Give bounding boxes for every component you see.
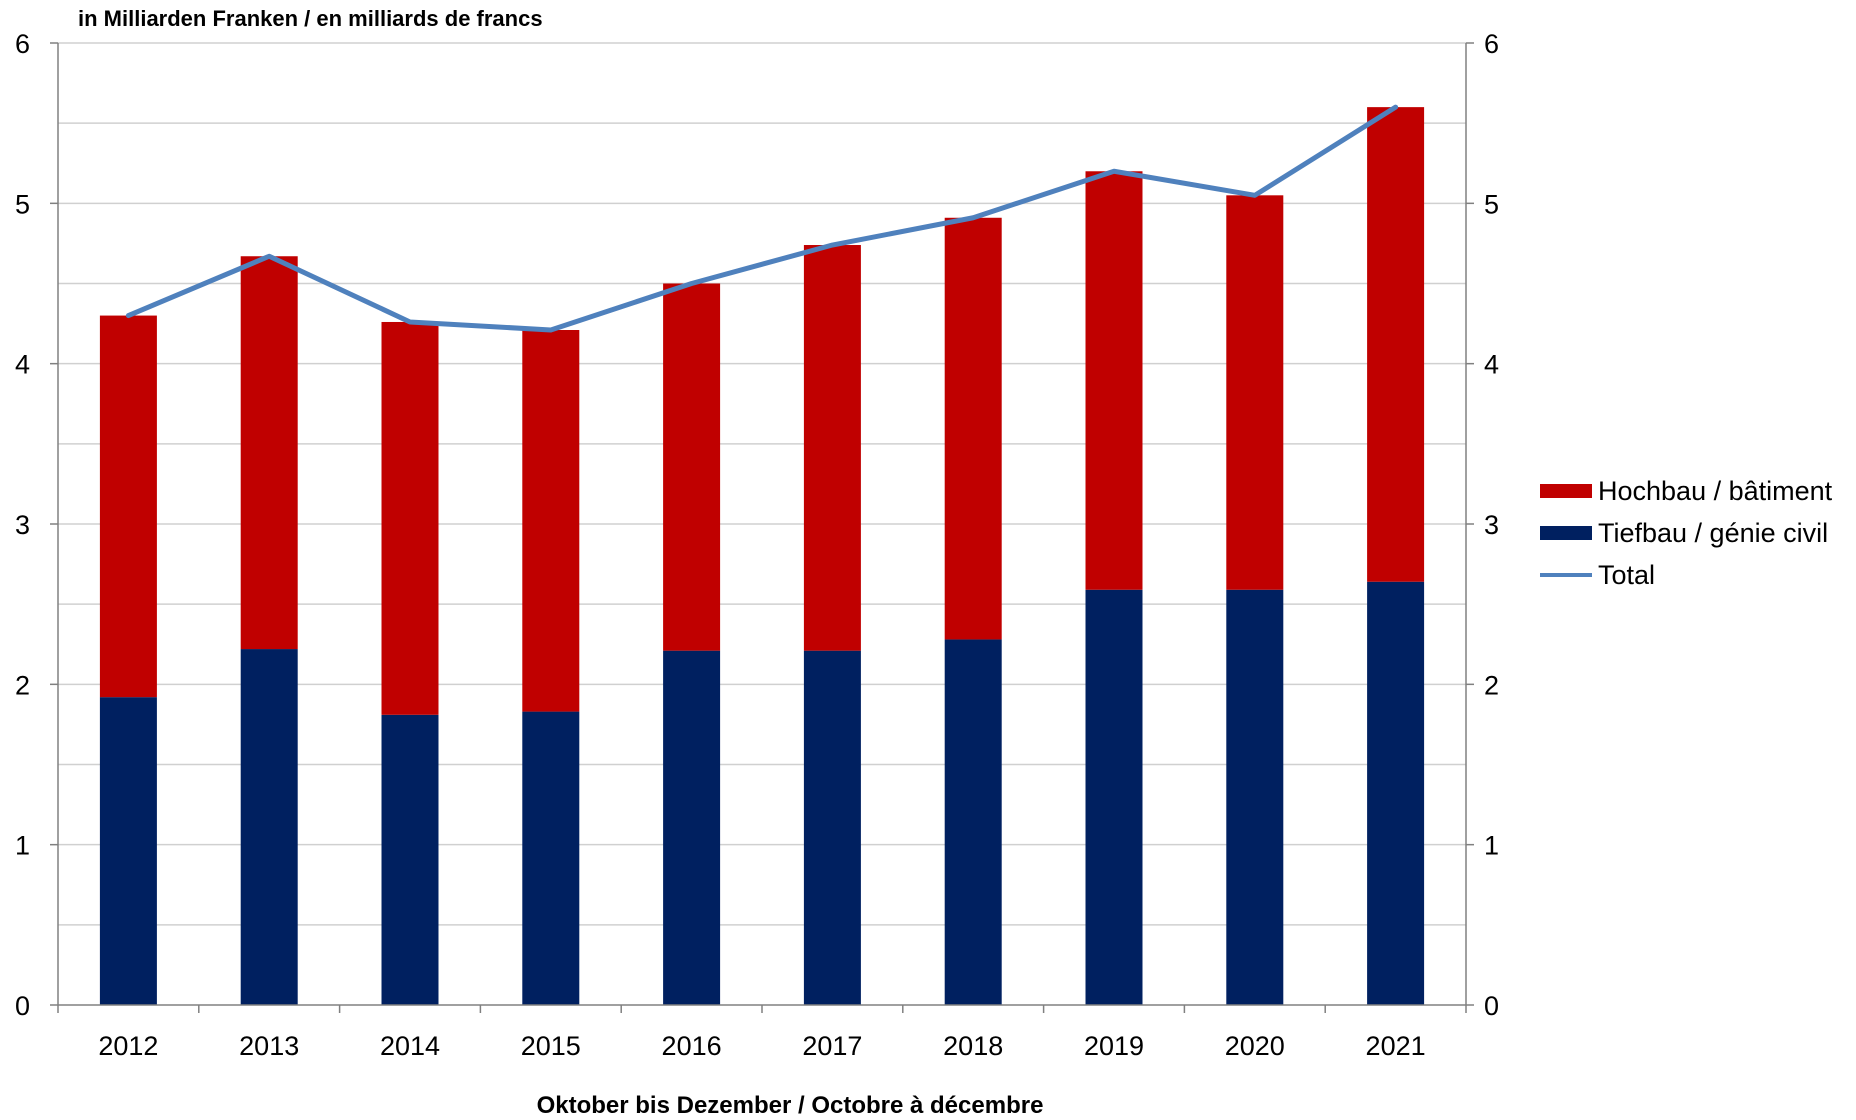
bar-hochbau <box>663 283 721 651</box>
bars <box>99 107 1425 1005</box>
bar-tiefbau <box>1085 589 1143 1005</box>
bar-hochbau <box>1085 171 1143 590</box>
bar-tiefbau <box>803 650 861 1005</box>
y2-tick-label: 0 <box>1484 991 1499 1021</box>
y2-tick-label: 2 <box>1484 670 1499 700</box>
total-line-path <box>125 104 1399 333</box>
y-tick-label: 1 <box>15 831 30 861</box>
bar-hochbau <box>381 321 439 715</box>
legend-item-hochbau: Hochbau / bâtiment <box>1540 470 1832 512</box>
legend-label-total: Total <box>1598 559 1656 590</box>
y2-tick-label: 4 <box>1484 350 1499 380</box>
bar-tiefbau <box>944 639 1002 1005</box>
y2-tick-label: 3 <box>1484 510 1499 540</box>
legend-item-total: Total <box>1540 554 1832 596</box>
bar-hochbau <box>803 245 861 651</box>
bar-tiefbau <box>663 650 721 1005</box>
bar-tiefbau <box>522 711 580 1005</box>
y2-tick-label: 6 <box>1484 29 1499 59</box>
x-tick-label: 2012 <box>98 1031 158 1061</box>
legend: Hochbau / bâtiment Tiefbau / génie civil… <box>1540 470 1832 596</box>
x-tick-label: 2019 <box>1084 1031 1144 1061</box>
bar-tiefbau <box>1367 581 1425 1005</box>
unit-label: in Milliarden Franken / en milliards de … <box>78 6 543 31</box>
x-tick-label: 2017 <box>802 1031 862 1061</box>
bar-hochbau <box>522 329 580 712</box>
y-tick-label: 4 <box>15 350 30 380</box>
legend-item-tiefbau: Tiefbau / génie civil <box>1540 512 1832 554</box>
x-tick-label: 2020 <box>1225 1031 1285 1061</box>
y-tick-label: 6 <box>15 29 30 59</box>
legend-label-hochbau: Hochbau / bâtiment <box>1598 475 1833 506</box>
y-tick-label: 0 <box>15 991 30 1021</box>
y-tick-label: 3 <box>15 510 30 540</box>
legend-line-total <box>1540 573 1592 577</box>
x-tick-label: 2018 <box>943 1031 1003 1061</box>
bar-hochbau <box>944 217 1002 640</box>
axes <box>50 42 1474 1013</box>
y-axis-ticks: 0 1 2 3 4 5 6 <box>15 29 30 1021</box>
bar-tiefbau <box>99 697 157 1005</box>
total-line <box>125 104 1399 333</box>
bar-tiefbau <box>1226 589 1284 1005</box>
x-tick-label: 2015 <box>521 1031 581 1061</box>
bar-hochbau <box>1367 107 1425 582</box>
bar-tiefbau <box>381 714 439 1005</box>
x-tick-label: 2016 <box>662 1031 722 1061</box>
x-axis-ticks: 2012 2013 2014 2015 2016 2017 2018 2019 2020 2021 <box>98 1031 1425 1061</box>
y2-axis-ticks: 0 1 2 3 4 5 6 <box>1484 29 1499 1021</box>
y2-tick-label: 5 <box>1484 189 1499 219</box>
x-tick-label: 2014 <box>380 1031 440 1061</box>
x-tick-label: 2013 <box>239 1031 299 1061</box>
bar-hochbau <box>99 315 157 698</box>
x-axis-title: Oktober bis Dezember / Octobre à décembr… <box>536 1092 1044 1119</box>
bar-hochbau <box>240 256 298 650</box>
legend-swatch-hochbau <box>1540 484 1592 498</box>
x-tick-label: 2021 <box>1366 1031 1426 1061</box>
legend-label-tiefbau: Tiefbau / génie civil <box>1598 517 1829 548</box>
bar-tiefbau <box>240 649 298 1005</box>
bar-hochbau <box>1226 195 1284 590</box>
y-tick-label: 5 <box>15 189 30 219</box>
y-tick-label: 2 <box>15 670 30 700</box>
y2-tick-label: 1 <box>1484 831 1499 861</box>
legend-swatch-tiefbau <box>1540 526 1592 540</box>
